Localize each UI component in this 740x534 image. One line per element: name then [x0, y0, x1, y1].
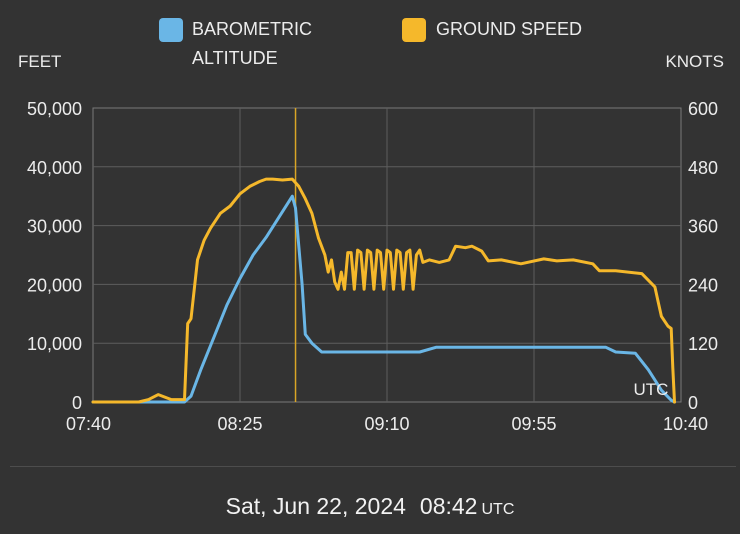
x-tick-label: 08:25 — [217, 414, 262, 434]
altitude-series-line — [91, 194, 676, 404]
legend: BAROMETRIC ALTITUDE GROUND SPEED — [159, 18, 582, 68]
legend-speed-swatch — [402, 18, 426, 42]
x-tick-label: 07:40 — [66, 414, 111, 434]
y-right-tick-label: 600 — [688, 99, 718, 119]
footer-timezone: UTC — [481, 501, 515, 518]
footer-date: Sat, Jun 22, 2024 — [225, 493, 406, 519]
y-left-tick-label: 40,000 — [27, 158, 82, 178]
y-left-tick-label: 50,000 — [27, 99, 82, 119]
y-left-tick-label: 30,000 — [27, 217, 82, 237]
legend-altitude-label: BAROMETRIC — [192, 19, 312, 39]
divider — [10, 466, 736, 467]
legend-altitude-label-line2: ALTITUDE — [192, 48, 278, 68]
y-right-axis-title: KNOTS — [665, 52, 724, 71]
legend-altitude-swatch — [159, 18, 183, 42]
y-right-tick-label: 0 — [688, 393, 698, 413]
tick-labels: 50,000 600 40,000 480 30,000 360 20,000 240 10,0… — [27, 99, 718, 434]
series-layer — [91, 108, 676, 404]
utc-badge: UTC — [634, 380, 669, 399]
y-right-tick-label: 480 — [688, 158, 718, 178]
y-right-tick-label: 240 — [688, 275, 718, 295]
legend-speed-label: GROUND SPEED — [436, 19, 582, 39]
footer-time: 08:42 — [419, 493, 478, 519]
x-tick-label: 10:40 — [663, 414, 708, 434]
x-tick-label: 09:55 — [511, 414, 556, 434]
y-left-tick-label: 20,000 — [27, 275, 82, 295]
x-tick-label: 09:10 — [364, 414, 409, 434]
y-left-tick-label: 10,000 — [27, 334, 82, 354]
grid — [93, 108, 681, 402]
y-left-axis-title: FEET — [18, 52, 61, 71]
ground-speed-series-line — [91, 177, 676, 404]
y-right-tick-label: 360 — [688, 217, 718, 237]
y-right-tick-label: 120 — [688, 334, 718, 354]
y-left-tick-label: 0 — [72, 393, 82, 413]
timestamp-footer: Sat, Jun 22, 2024 08:42 UTC — [0, 493, 740, 520]
